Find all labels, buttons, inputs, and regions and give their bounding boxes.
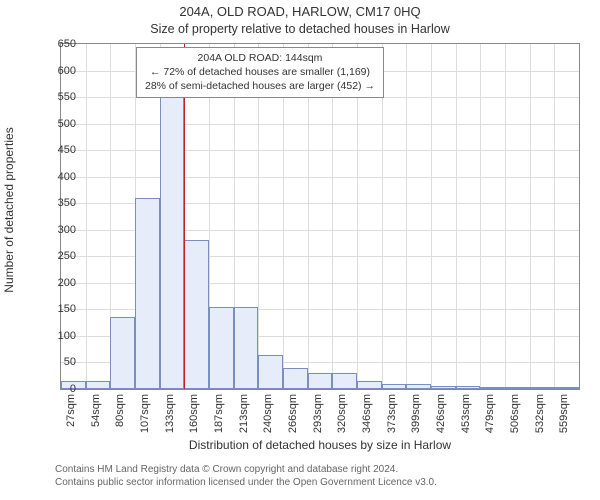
x-axis-label: Distribution of detached houses by size …	[60, 438, 580, 452]
gridline-v	[431, 44, 432, 389]
gridline-v	[554, 44, 555, 389]
histogram-bar	[382, 384, 407, 389]
plot-area: 204A OLD ROAD: 144sqm← 72% of detached h…	[60, 43, 580, 390]
histogram-bar	[332, 373, 357, 389]
footer-attribution: Contains HM Land Registry data © Crown c…	[55, 463, 585, 489]
y-tick-label: 350	[46, 197, 76, 209]
y-tick-label: 650	[46, 38, 76, 50]
x-tick-label: 54sqm	[90, 394, 102, 439]
y-axis-label: Number of detached properties	[2, 25, 16, 395]
x-tick-label: 293sqm	[312, 394, 324, 439]
x-tick-label: 160sqm	[188, 394, 200, 439]
gridline-h	[61, 150, 579, 151]
histogram-bar	[456, 386, 481, 389]
gridline-h	[61, 124, 579, 125]
chart-container: 204A, OLD ROAD, HARLOW, CM17 0HQ Size of…	[0, 0, 600, 500]
histogram-bar	[135, 198, 160, 389]
gridline-h	[61, 177, 579, 178]
histogram-bar	[86, 381, 111, 389]
footer-line: Contains public sector information licen…	[55, 476, 585, 489]
y-tick-label: 250	[46, 250, 76, 262]
x-tick-label: 399sqm	[410, 394, 422, 439]
x-tick-label: 320sqm	[336, 394, 348, 439]
x-tick-label: 532sqm	[534, 394, 546, 439]
annotation-line: ← 72% of detached houses are smaller (1,…	[145, 65, 375, 79]
x-tick-label: 453sqm	[460, 394, 472, 439]
x-tick-label: 266sqm	[287, 394, 299, 439]
histogram-bar	[505, 387, 530, 389]
histogram-bar	[110, 317, 135, 389]
histogram-bar	[209, 307, 234, 389]
gridline-v	[456, 44, 457, 389]
y-tick-label: 150	[46, 303, 76, 315]
gridline-v	[530, 44, 531, 389]
y-tick-label: 100	[46, 330, 76, 342]
x-tick-label: 27sqm	[65, 394, 77, 439]
annotation-box: 204A OLD ROAD: 144sqm← 72% of detached h…	[136, 47, 384, 98]
x-tick-label: 506sqm	[509, 394, 521, 439]
histogram-bar	[184, 240, 209, 389]
x-tick-label: 240sqm	[262, 394, 274, 439]
x-tick-label: 107sqm	[139, 394, 151, 439]
histogram-bar	[283, 368, 308, 389]
gridline-v	[406, 44, 407, 389]
x-tick-label: 133sqm	[164, 394, 176, 439]
x-tick-label: 80sqm	[114, 394, 126, 439]
histogram-bar	[406, 384, 431, 389]
histogram-bar	[530, 387, 555, 389]
histogram-bar	[357, 381, 382, 389]
x-tick-label: 346sqm	[361, 394, 373, 439]
y-tick-label: 50	[46, 356, 76, 368]
histogram-bar	[160, 94, 185, 389]
x-tick-label: 426sqm	[435, 394, 447, 439]
gridline-v	[505, 44, 506, 389]
annotation-line: 28% of semi-detached houses are larger (…	[145, 79, 375, 93]
x-tick-label: 373sqm	[386, 394, 398, 439]
x-tick-label: 213sqm	[238, 394, 250, 439]
histogram-bar	[480, 387, 505, 389]
y-tick-label: 550	[46, 91, 76, 103]
annotation-line: 204A OLD ROAD: 144sqm	[145, 51, 375, 65]
page-title: 204A, OLD ROAD, HARLOW, CM17 0HQ	[0, 4, 600, 19]
y-tick-label: 300	[46, 224, 76, 236]
y-tick-label: 200	[46, 277, 76, 289]
chart-title: Size of property relative to detached ho…	[0, 22, 600, 36]
histogram-bar	[258, 355, 283, 390]
gridline-v	[86, 44, 87, 389]
y-tick-label: 450	[46, 144, 76, 156]
x-tick-label: 479sqm	[484, 394, 496, 439]
y-tick-label: 600	[46, 65, 76, 77]
x-tick-label: 559sqm	[558, 394, 570, 439]
histogram-bar	[308, 373, 333, 389]
histogram-bar	[554, 387, 579, 389]
x-tick-label: 187sqm	[213, 394, 225, 439]
y-tick-label: 500	[46, 118, 76, 130]
y-tick-label: 400	[46, 171, 76, 183]
footer-line: Contains HM Land Registry data © Crown c…	[55, 463, 585, 476]
histogram-bar	[431, 386, 456, 389]
histogram-bar	[234, 307, 259, 389]
gridline-v	[480, 44, 481, 389]
